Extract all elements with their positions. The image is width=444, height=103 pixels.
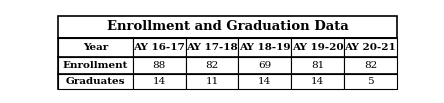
Bar [291,38,344,57]
Text: Year: Year [83,43,108,52]
Bar [344,74,397,89]
Bar [344,57,397,74]
Bar [58,38,397,57]
Bar [238,38,291,57]
Text: 14: 14 [153,77,166,86]
Bar [291,74,344,89]
Text: AY 19-20: AY 19-20 [292,43,343,52]
Text: 82: 82 [364,61,377,70]
Text: Graduates: Graduates [66,77,125,86]
Text: 81: 81 [311,61,324,70]
Text: AY 20-21: AY 20-21 [345,43,396,52]
Bar [133,74,186,89]
Text: 82: 82 [205,61,218,70]
Bar [344,38,397,57]
Bar [58,74,397,89]
Bar [186,74,238,89]
Text: 69: 69 [258,61,271,70]
Text: 5: 5 [367,77,374,86]
Text: AY 17-18: AY 17-18 [186,43,238,52]
Bar [133,38,186,57]
Bar [58,57,133,74]
Bar [291,57,344,74]
Bar [186,38,238,57]
Text: 88: 88 [153,61,166,70]
Bar [58,16,397,38]
Text: 11: 11 [205,77,218,86]
Bar [58,57,397,74]
Text: AY 18-19: AY 18-19 [239,43,290,52]
Text: 14: 14 [258,77,271,86]
Bar [186,57,238,74]
Text: AY 16-17: AY 16-17 [133,43,185,52]
Text: 14: 14 [311,77,324,86]
Text: Enrollment: Enrollment [63,61,128,70]
Text: Enrollment and Graduation Data: Enrollment and Graduation Data [107,20,349,33]
Bar [238,74,291,89]
Bar [58,38,133,57]
Bar [238,57,291,74]
Bar [58,74,133,89]
Bar [133,57,186,74]
